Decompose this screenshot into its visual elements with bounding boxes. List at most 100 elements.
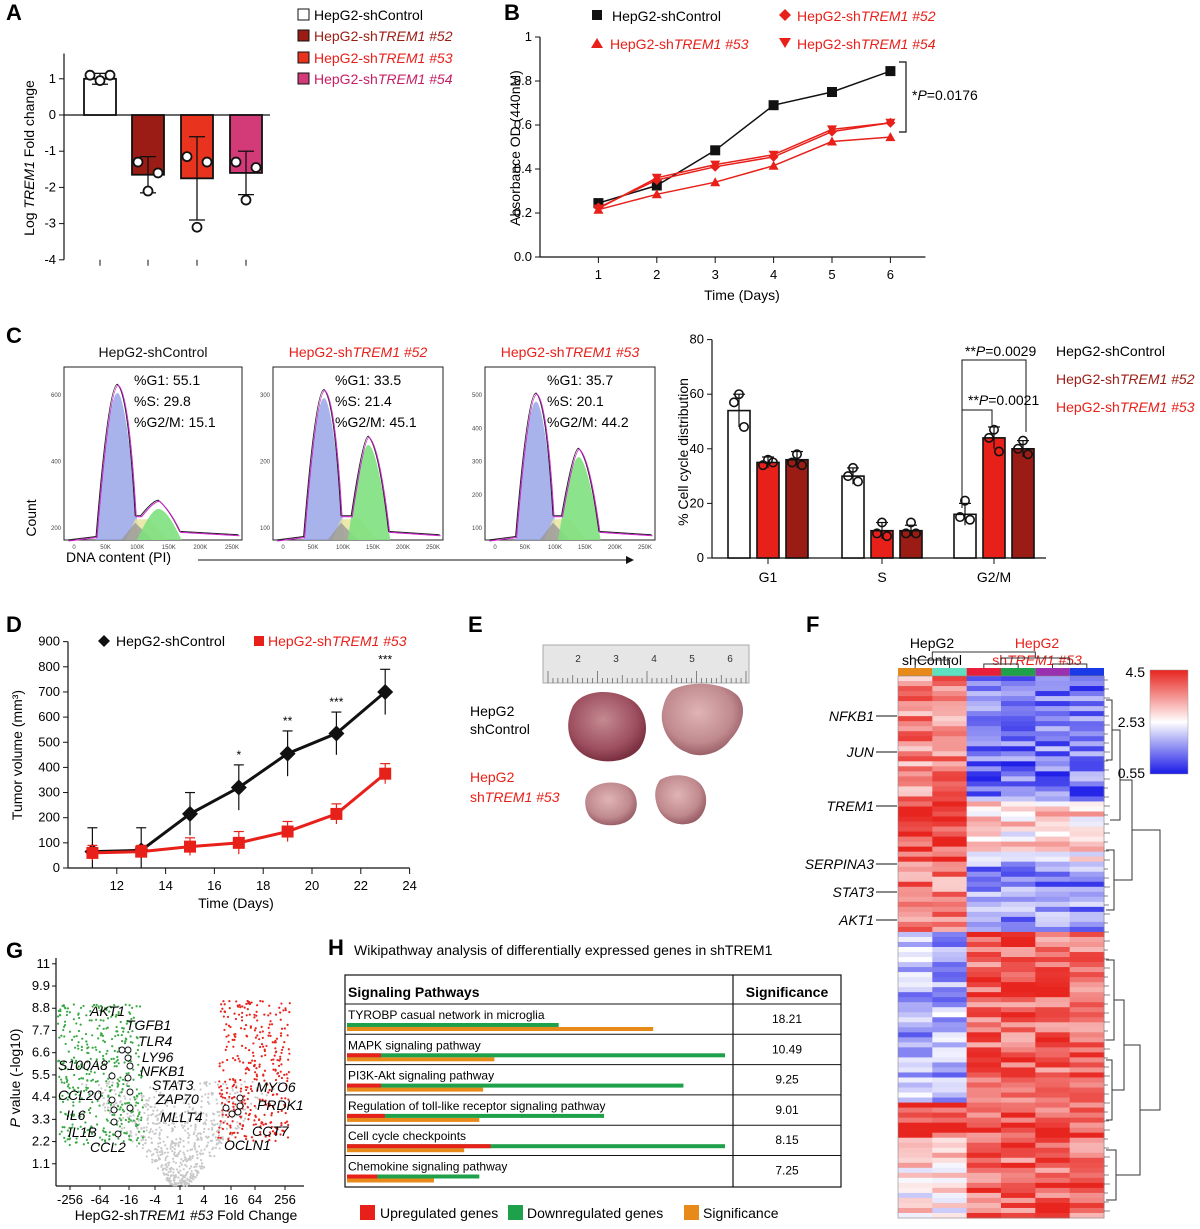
heatmap-cell <box>1035 1177 1071 1184</box>
g-point-down <box>86 1129 89 1132</box>
g-point-down <box>117 1005 120 1008</box>
g-point-down <box>60 1034 63 1037</box>
heatmap-cell <box>898 796 933 802</box>
g-point-ns <box>203 1148 206 1151</box>
g-point-up <box>287 1058 290 1061</box>
h-bar-up <box>347 1113 385 1118</box>
g-point-up <box>283 1103 286 1107</box>
heatmap-cell <box>1069 1042 1105 1048</box>
g-point-ns <box>166 1155 169 1158</box>
g-point-ns <box>184 1129 187 1132</box>
g-point-ns <box>151 1113 154 1116</box>
heatmap-cell <box>966 691 1002 697</box>
heatmap-cell <box>1035 1087 1071 1094</box>
g-point-up <box>263 1049 266 1053</box>
heatmap-cell <box>966 731 1002 737</box>
heatmap-cell <box>1035 952 1071 958</box>
g-point-down <box>93 1071 96 1074</box>
g-gene-label: NFKB1 <box>140 1063 185 1079</box>
tumor-label-sh53-1: HepG2 <box>470 769 515 785</box>
heatmap-cell <box>1035 856 1071 863</box>
g-point-ns <box>174 1184 177 1187</box>
g-point-down <box>117 1137 120 1140</box>
g-point-up <box>221 1109 224 1112</box>
g-point-ns <box>145 1150 149 1153</box>
heatmap-cell <box>1069 761 1105 767</box>
g-point-ns <box>258 1101 262 1104</box>
g-point-ns <box>221 1115 224 1118</box>
c-point <box>1022 449 1033 460</box>
g-point-ns <box>174 1175 178 1178</box>
panel-d-xlabel: Time (Days) <box>198 895 274 911</box>
g-point-down <box>103 1139 107 1142</box>
heatmap-border <box>897 675 1105 1219</box>
heatmap-cell <box>966 726 1002 732</box>
histogram-ytick: 200 <box>51 526 62 532</box>
g-point-ns <box>157 1145 160 1148</box>
g-point-down <box>74 1093 77 1096</box>
heatmap-cell <box>1035 1172 1071 1179</box>
g-point-ns <box>199 1132 202 1135</box>
g-point-up <box>220 1089 223 1092</box>
heatmap-cell <box>1069 977 1105 983</box>
g-point-ns <box>199 1136 202 1139</box>
d-marker <box>330 807 343 820</box>
heatmap-cell <box>898 957 933 963</box>
heatmap-cell <box>932 836 968 843</box>
heatmap-cell <box>1035 851 1071 858</box>
g-point-up <box>234 1136 237 1139</box>
g-point-up <box>223 1010 227 1014</box>
legend-label-sh54: HepG2-shTREM1 #54 <box>797 36 936 52</box>
g-gene-marker <box>222 1104 230 1112</box>
g-point-up <box>218 1080 221 1083</box>
g-point-ns <box>172 1088 175 1091</box>
g-point-down <box>58 1097 61 1101</box>
heatmap-cell <box>1069 791 1105 797</box>
heatmap-cell <box>1035 1137 1071 1144</box>
g-gene-label: CCL20 <box>58 1087 102 1103</box>
c-bar <box>727 409 751 559</box>
g-point-down <box>108 1060 111 1063</box>
g-point-down <box>124 1003 127 1006</box>
g-point-up <box>264 1099 267 1102</box>
legend-marker-shcontrol <box>592 10 602 20</box>
heatmap-cell <box>966 1147 1002 1154</box>
g-point-ns <box>165 1178 168 1181</box>
panel-letter-g: G <box>6 938 23 963</box>
dendro-link <box>1106 1059 1113 1121</box>
g-point-up <box>231 1120 234 1123</box>
c-point <box>905 517 916 528</box>
g-point-up <box>271 1130 275 1133</box>
g-point-ns <box>151 1121 155 1125</box>
g-point-down <box>102 1019 105 1022</box>
g-point-down <box>141 1136 145 1139</box>
dendro-link <box>1106 849 1115 911</box>
g-point-ns <box>199 1153 203 1156</box>
heatmap-cell <box>898 781 933 787</box>
g-point-down <box>101 1138 104 1141</box>
g-point-ns <box>93 1095 96 1099</box>
g-ytick-label: 11 <box>37 956 51 971</box>
g-point-down <box>72 1104 75 1107</box>
heatmap-cell <box>1069 736 1105 742</box>
heatmap-cell <box>932 1027 968 1033</box>
heatmap-cell <box>1001 886 1036 893</box>
c-point <box>786 457 797 468</box>
g-point-ns <box>108 1080 111 1083</box>
heatmap-cell <box>898 1207 933 1214</box>
heatmap-cell <box>1035 736 1071 742</box>
g-point-ns <box>127 1116 130 1119</box>
g-point-up <box>260 1121 263 1124</box>
g-point-down <box>109 1090 112 1093</box>
heatmap-cell <box>966 1012 1002 1018</box>
histogram-xtick: 200K <box>193 545 207 551</box>
g-point-ns <box>173 1148 176 1151</box>
h-bar-significance <box>347 1117 480 1122</box>
histogram-s-stat: %S: 21.4 <box>335 393 392 409</box>
heatmap-cell <box>932 701 968 707</box>
heatmap-cell <box>898 841 933 848</box>
b-xtick-label: 3 <box>712 267 719 282</box>
g-point-ns <box>144 1105 147 1108</box>
legend-label-shcontrol: HepG2-shControl <box>116 633 225 649</box>
heatmap-cell <box>898 821 933 828</box>
